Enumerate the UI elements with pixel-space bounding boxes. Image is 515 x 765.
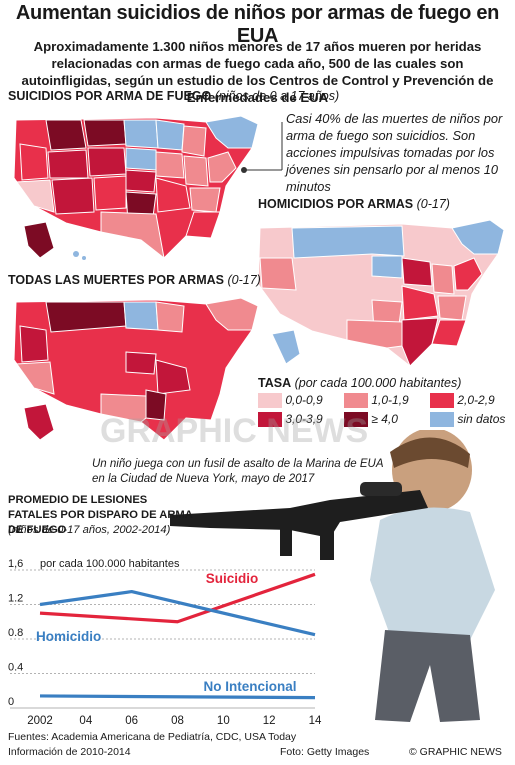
line-chart: 0 0.4 0.8 1.2 1,6 por cada 100.000 habitantes…	[8, 558, 322, 727]
legend-item-1: 1,0-1,9	[344, 393, 409, 409]
x-tick-label: 06	[125, 715, 138, 727]
x-tick-label: 14	[309, 715, 322, 727]
legend-swatch-0	[258, 393, 282, 409]
x-tick-label: 04	[79, 715, 92, 727]
footer-photo-credit: Foto: Getty Images	[280, 746, 370, 758]
series-label-0: Suicidio	[206, 571, 259, 586]
legend-item-4: ≥ 4,0	[344, 412, 398, 428]
map-all-title: TODAS LAS MUERTES POR ARMAS	[8, 273, 224, 287]
photo-caption: Un niño juega con un fusil de asalto de …	[92, 458, 384, 485]
map-homicides-subtitle: (0-17)	[416, 197, 450, 211]
series-line-2	[39, 694, 316, 700]
suicide-note: Casi 40% de las muertes de niños por arm…	[286, 111, 503, 194]
footer-sources: Fuentes: Academia Americana de Pediatría…	[8, 731, 297, 743]
y-tick-label: 0.8	[8, 627, 23, 639]
y-tick-label: 0	[8, 696, 14, 708]
legend-label-3: 3,0-3,9	[285, 412, 323, 426]
note-pointer	[241, 122, 283, 173]
series-label-1: Homicidio	[36, 629, 101, 644]
map-suicides-subtitle: (niños de 0 a 17 años)	[214, 89, 340, 103]
chart-title: PROMEDIO DE LESIONES FATALES POR DISPARO…	[8, 494, 193, 536]
y-tick-label: 0.4	[8, 662, 23, 674]
legend-heading: TASA (por cada 100.000 habitantes)	[258, 376, 461, 390]
series-line-1	[39, 589, 316, 637]
legend-label-1: 1,0-1,9	[371, 393, 409, 407]
map-homicides	[257, 219, 505, 367]
legend-label-5: sin datos	[457, 412, 506, 426]
legend-swatch-3	[258, 412, 282, 428]
x-tick-label: 2002	[27, 715, 53, 727]
x-tick-label: 10	[217, 715, 230, 727]
legend-swatch-1	[344, 393, 368, 409]
footer-copyright: © GRAPHIC NEWS	[409, 746, 502, 758]
boy-with-rifle-photo	[170, 430, 495, 722]
map-all	[13, 297, 259, 441]
legend-swatch-2	[430, 393, 454, 409]
map-homicides-title: HOMICIDIOS POR ARMAS	[258, 197, 414, 211]
x-tick-label: 08	[171, 715, 184, 727]
watermark: GRAPHIC NEWS	[100, 412, 369, 450]
map-suicides	[13, 115, 259, 260]
legend-item-5: sin datos	[430, 412, 506, 428]
y-axis-label: por cada 100.000 habitantes	[40, 558, 180, 570]
y-tick-label: 1,6	[8, 558, 23, 570]
legend-subtitle: (por cada 100.000 habitantes)	[294, 376, 462, 390]
legend-label-2: 2,0-2,9	[457, 393, 495, 407]
map-suicides-heading: SUICIDIOS POR ARMA DE FUEGO (niños de 0 …	[8, 89, 339, 103]
legend-swatch-5	[430, 412, 454, 428]
series-label-2: No Intencional	[203, 679, 296, 694]
page-title: Aumentan suicidios de niños por armas de…	[15, 2, 500, 47]
legend-label-4: ≥ 4,0	[371, 412, 398, 426]
y-tick-label: 1.2	[8, 593, 23, 605]
legend-title: TASA	[258, 376, 292, 390]
chart-subtitle: (niños de 0-17 años, 2002-2014)	[8, 524, 171, 536]
legend-swatch-4	[344, 412, 368, 428]
legend-item-3: 3,0-3,9	[258, 412, 323, 428]
legend-item-2: 2,0-2,9	[430, 393, 495, 409]
x-tick-label: 12	[263, 715, 276, 727]
series-line-0	[39, 572, 316, 624]
map-suicides-title: SUICIDIOS POR ARMA DE FUEGO	[8, 89, 212, 103]
legend-item-0: 0,0-0,9	[258, 393, 323, 409]
map-all-heading: TODAS LAS MUERTES POR ARMAS (0-17)	[8, 273, 261, 287]
intro-text: Aproximadamente 1.300 niños menores de 1…	[21, 39, 494, 105]
legend-label-0: 0,0-0,9	[285, 393, 323, 407]
map-homicides-heading: HOMICIDIOS POR ARMAS (0-17)	[258, 197, 450, 211]
map-all-subtitle: (0-17)	[227, 273, 261, 287]
footer-info: Información de 2010-2014	[8, 746, 131, 758]
